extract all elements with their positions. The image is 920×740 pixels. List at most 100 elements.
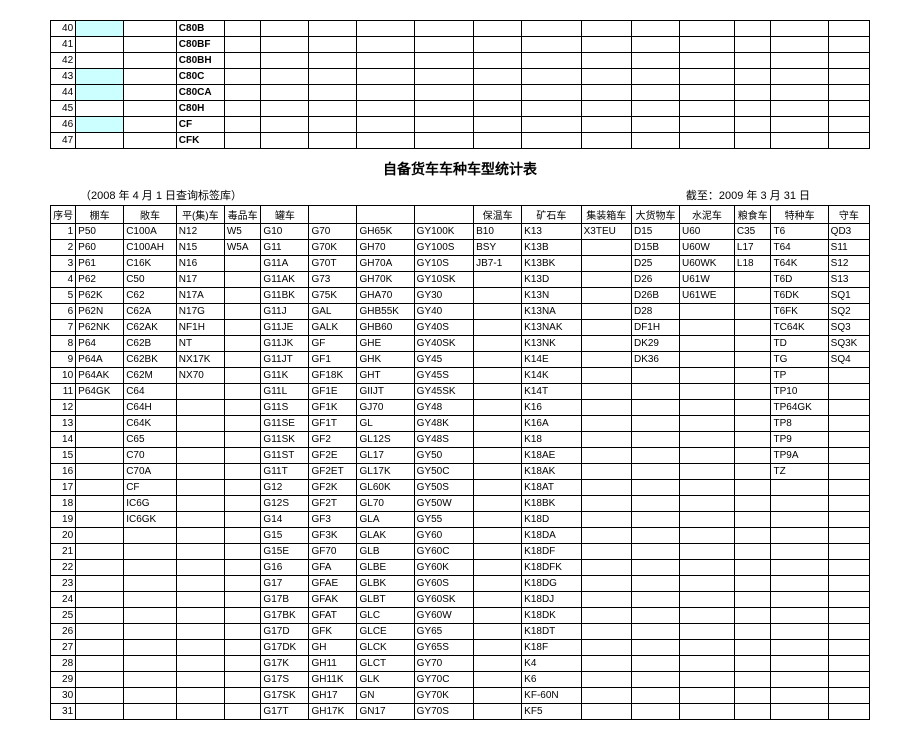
cell — [771, 117, 828, 133]
cell: C64 — [124, 384, 177, 400]
cell — [680, 448, 735, 464]
cell — [771, 560, 828, 576]
cell — [474, 37, 522, 53]
cell — [631, 117, 679, 133]
cell: G12S — [261, 496, 309, 512]
cell — [631, 432, 679, 448]
cell — [176, 704, 224, 720]
cell — [734, 592, 771, 608]
table-row: 15C70G11STGF2EGL17GY50K18AETP9A — [51, 448, 870, 464]
cell: G11K — [261, 368, 309, 384]
row-number: 43 — [51, 69, 76, 85]
cell: K18D — [522, 512, 581, 528]
cell — [734, 656, 771, 672]
cell — [522, 69, 581, 85]
cell — [522, 117, 581, 133]
row-number: 31 — [51, 704, 76, 720]
cell: KF5 — [522, 704, 581, 720]
cell — [224, 464, 261, 480]
cell — [771, 496, 828, 512]
cell: K14T — [522, 384, 581, 400]
cell: G16 — [261, 560, 309, 576]
cell — [176, 528, 224, 544]
cell — [224, 384, 261, 400]
cell — [76, 53, 124, 69]
cell: C65 — [124, 432, 177, 448]
cell — [631, 384, 679, 400]
cell — [76, 608, 124, 624]
header-row: 序号棚车敞车平(集)车毒品车罐车保温车矿石车集装箱车大货物车水泥车粮食车特种车守… — [51, 206, 870, 224]
row-number: 23 — [51, 576, 76, 592]
cell — [474, 672, 522, 688]
cell: SQ4 — [828, 352, 869, 368]
cell: BSY — [474, 240, 522, 256]
cell: GLBT — [357, 592, 414, 608]
cell — [357, 37, 414, 53]
cell — [357, 117, 414, 133]
table-row: 4P62C50N17G11AKG73GH70KGY10SKK13DD26U61W… — [51, 272, 870, 288]
cell: N16 — [176, 256, 224, 272]
cell — [631, 704, 679, 720]
cell — [76, 69, 124, 85]
cell — [680, 688, 735, 704]
cell — [680, 608, 735, 624]
column-header: 矿石车 — [522, 206, 581, 224]
cell — [828, 640, 869, 656]
row-number: 30 — [51, 688, 76, 704]
cell — [828, 464, 869, 480]
cell — [76, 672, 124, 688]
cell — [734, 85, 771, 101]
cell: G11 — [261, 240, 309, 256]
cell: GFAK — [309, 592, 357, 608]
cell — [581, 464, 631, 480]
row-number: 18 — [51, 496, 76, 512]
cell — [581, 304, 631, 320]
cell: G17DK — [261, 640, 309, 656]
cell: L18 — [734, 256, 771, 272]
cell — [631, 560, 679, 576]
cell: GY65S — [414, 640, 473, 656]
cell — [581, 256, 631, 272]
cell — [631, 53, 679, 69]
cell — [176, 624, 224, 640]
cell — [680, 560, 735, 576]
row-number: 22 — [51, 560, 76, 576]
cell: N17G — [176, 304, 224, 320]
cell: GL12S — [357, 432, 414, 448]
cell — [771, 133, 828, 149]
cell — [631, 592, 679, 608]
cell — [631, 85, 679, 101]
top-fragment-table: 40C80B41C80BF42C80BH43C80C44C80CA45C80H4… — [50, 20, 870, 149]
cell — [680, 304, 735, 320]
cell — [771, 512, 828, 528]
cell — [124, 37, 177, 53]
cell — [474, 304, 522, 320]
cell: GY70K — [414, 688, 473, 704]
cell: GY45 — [414, 352, 473, 368]
cell: GHB60 — [357, 320, 414, 336]
cell: K14K — [522, 368, 581, 384]
cell — [680, 69, 735, 85]
cell — [224, 560, 261, 576]
cell — [581, 560, 631, 576]
cell: GF1K — [309, 400, 357, 416]
cutoff-date-note: 截至：2009 年 3 月 31 日 — [445, 187, 870, 203]
cell — [124, 704, 177, 720]
cell — [224, 272, 261, 288]
cell — [734, 117, 771, 133]
cell — [414, 69, 473, 85]
cell: GH17K — [309, 704, 357, 720]
cell — [680, 85, 735, 101]
cell — [522, 37, 581, 53]
cell — [474, 640, 522, 656]
page-title: 自备货车车种车型统计表 — [50, 149, 870, 187]
table-row: 6P62NC62AN17GG11JGALGHB55KGY40K13NAD28T6… — [51, 304, 870, 320]
cell — [771, 37, 828, 53]
row-number: 21 — [51, 544, 76, 560]
cell: C62M — [124, 368, 177, 384]
cell: GHB55K — [357, 304, 414, 320]
cell: GHK — [357, 352, 414, 368]
cell — [734, 448, 771, 464]
cell: GLA — [357, 512, 414, 528]
cell: C80BH — [176, 53, 224, 69]
